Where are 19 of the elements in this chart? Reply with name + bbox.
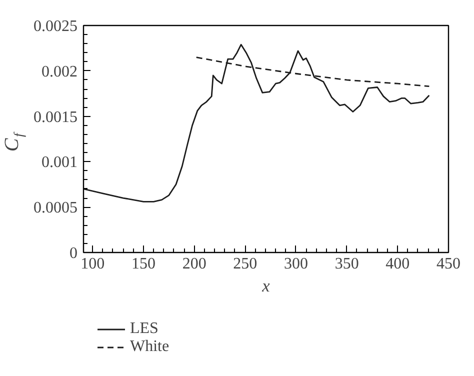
x-tick-label: 100 — [80, 256, 105, 272]
x-tick-label: 400 — [386, 256, 410, 272]
y-tick-label: 0.0015 — [34, 108, 78, 126]
y-tick-label: 0.0005 — [34, 200, 78, 217]
y-axis-title: Cf — [1, 131, 26, 152]
x-axis-title: x — [261, 276, 270, 296]
x-tick-label: 300 — [284, 256, 308, 272]
line-series — [84, 44, 430, 202]
legend-label: White — [130, 338, 170, 356]
x-tick-label: 200 — [182, 256, 206, 272]
x-tick-label: 350 — [334, 256, 359, 272]
x-tick-label: 250 — [233, 256, 258, 272]
legend-label: LES — [130, 320, 158, 338]
y-tick-label: 0.002 — [42, 63, 78, 80]
y-tick-label: 0.001 — [42, 154, 78, 172]
x-tick-label: 150 — [131, 256, 156, 272]
x-tick-label: 450 — [436, 256, 460, 272]
y-tick-label: 0.0025 — [34, 18, 78, 35]
y-tick-label: 0 — [70, 245, 78, 262]
